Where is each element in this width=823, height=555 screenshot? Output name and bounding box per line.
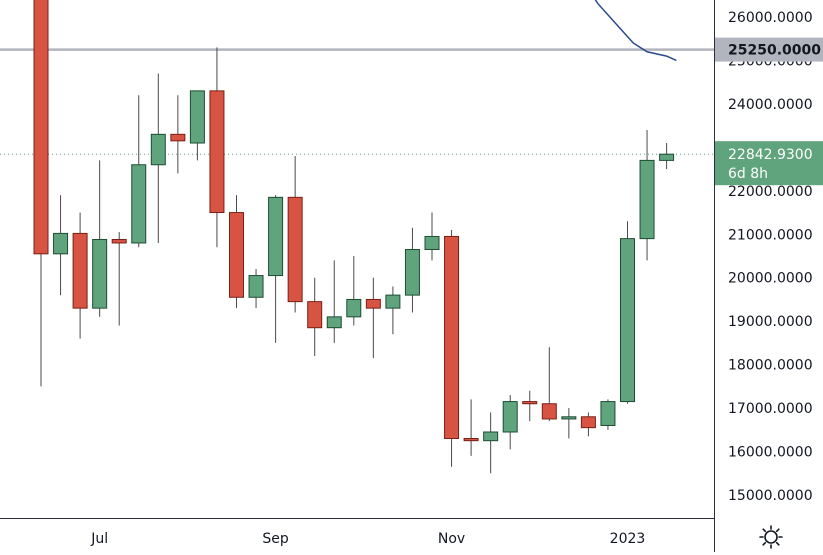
candle[interactable]: [541, 347, 557, 422]
candle[interactable]: [600, 399, 616, 430]
candle-body: [600, 401, 616, 426]
candle-body: [33, 0, 49, 255]
candle[interactable]: [639, 129, 655, 261]
candle-body: [92, 238, 108, 309]
candle[interactable]: [522, 390, 538, 422]
x-tick-label: Nov: [438, 531, 465, 547]
last-price-label-bg: [715, 141, 823, 186]
candle-body: [53, 232, 69, 255]
candle[interactable]: [33, 0, 49, 387]
candle[interactable]: [248, 269, 264, 309]
candle[interactable]: [111, 232, 127, 326]
y-tick-label: 18000.0000: [728, 358, 813, 374]
candle-body: [248, 275, 264, 298]
candle-body: [404, 248, 420, 296]
y-tick-label: 26000.0000: [728, 10, 813, 26]
candle-body: [444, 235, 460, 440]
candle-body: [189, 90, 205, 144]
candle[interactable]: [307, 277, 323, 356]
candle-body: [346, 298, 362, 318]
y-tick-label: 15000.0000: [728, 488, 813, 504]
candle[interactable]: [209, 47, 225, 248]
candle[interactable]: [580, 412, 596, 437]
candle-body: [620, 238, 635, 403]
moving-average-layer: [594, 0, 677, 62]
candle-body: [229, 212, 244, 298]
candle-body: [463, 438, 479, 442]
candle-body: [424, 235, 440, 250]
x-tick-label: Sep: [262, 531, 289, 547]
candles-layer: [33, 0, 675, 474]
candle-body: [150, 133, 166, 166]
candle-body: [483, 431, 499, 442]
candle[interactable]: [365, 277, 381, 359]
candle[interactable]: [502, 395, 518, 450]
candle-body: [209, 90, 225, 214]
settings-gear-icon[interactable]: [758, 524, 784, 550]
candle-body: [522, 401, 538, 405]
y-tick-label: 20000.0000: [728, 271, 813, 287]
candle[interactable]: [659, 143, 675, 170]
candle[interactable]: [92, 160, 108, 317]
candle-body: [561, 416, 577, 420]
candle[interactable]: [424, 212, 440, 261]
y-tick-label: 16000.0000: [728, 445, 813, 461]
candle-body: [365, 298, 381, 309]
candle-body: [307, 301, 323, 329]
candle-body: [385, 294, 401, 309]
y-tick-label: 19000.0000: [728, 314, 813, 330]
y-tick-label: 24000.0000: [728, 97, 813, 113]
candle-body: [170, 133, 186, 142]
candle-body: [541, 403, 557, 420]
candle[interactable]: [463, 399, 479, 456]
y-tick-label: 22000.0000: [728, 184, 813, 200]
candle-body: [72, 232, 88, 309]
candle[interactable]: [72, 212, 88, 339]
candle[interactable]: [150, 73, 166, 243]
horizontal-level-label-bg: [715, 37, 823, 62]
candle-body: [502, 401, 518, 433]
candle-body: [131, 164, 147, 244]
candle-body: [580, 416, 596, 429]
candle[interactable]: [287, 156, 303, 313]
candle-body: [268, 196, 284, 277]
candle[interactable]: [444, 229, 460, 467]
candle-body: [287, 196, 303, 303]
candle-body: [659, 153, 675, 161]
candle-body: [111, 238, 127, 244]
countdown-label: 6d 8h: [728, 166, 768, 182]
candle[interactable]: [561, 408, 577, 439]
candle[interactable]: [53, 195, 69, 296]
candle[interactable]: [385, 286, 401, 335]
x-tick-label: 2023: [610, 531, 646, 547]
candle[interactable]: [189, 90, 205, 161]
y-tick-label: 17000.0000: [728, 401, 813, 417]
y-tick-label: 21000.0000: [728, 227, 813, 243]
moving-average-line: [594, 0, 677, 62]
candle[interactable]: [170, 95, 186, 174]
candle[interactable]: [483, 412, 499, 474]
price-labels-layer: 25250.0000 22842.9300 6d 8h: [715, 37, 823, 186]
candle[interactable]: [346, 256, 362, 326]
price-axis-background[interactable]: [714, 0, 823, 552]
candle-body: [326, 316, 342, 329]
candle[interactable]: [326, 260, 342, 343]
last-price-label: 22842.9300: [728, 147, 813, 163]
candle-body: [639, 159, 655, 240]
candle[interactable]: [404, 227, 420, 313]
candle[interactable]: [131, 95, 147, 248]
candle[interactable]: [268, 195, 284, 343]
candle[interactable]: [620, 221, 635, 404]
horizontal-level-label: 25250.0000: [728, 43, 821, 59]
x-tick-label: Jul: [90, 531, 108, 547]
candle[interactable]: [229, 195, 244, 309]
